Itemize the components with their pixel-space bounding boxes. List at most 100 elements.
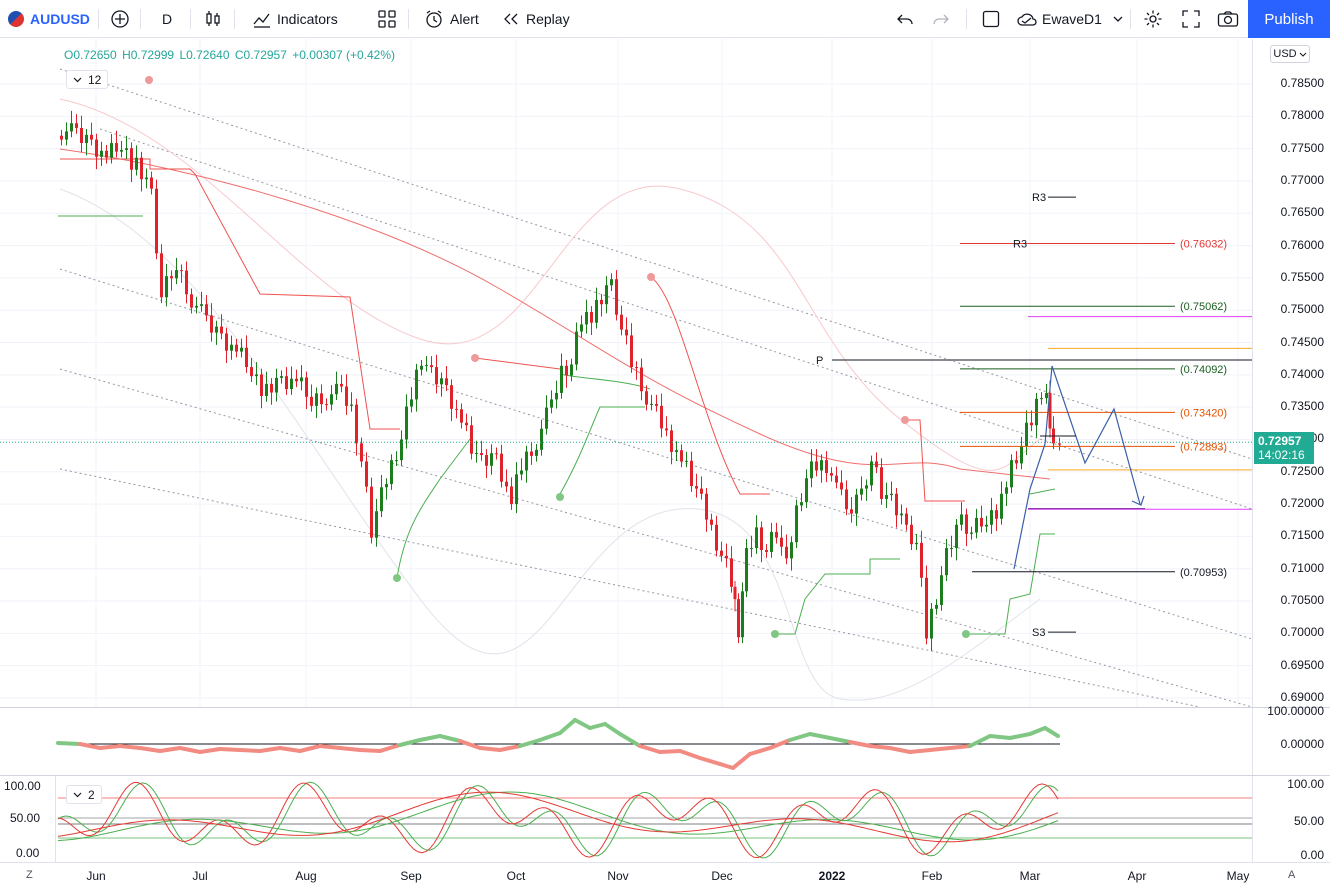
supertrend-up (559, 406, 645, 495)
price-axis[interactable]: 0.78500 0.78000 0.77500 0.77000 0.76500 0.760… (1252, 39, 1330, 707)
candle (160, 253, 163, 298)
time-axis-label: Apr (1127, 869, 1147, 883)
time-axis-label: Dec (711, 869, 733, 883)
undo-button[interactable] (896, 0, 914, 38)
symbol-search[interactable]: AUDUSD (8, 0, 90, 38)
candle (235, 344, 238, 352)
price-axis-label: 0.76500 (1280, 205, 1324, 220)
candle (550, 399, 553, 408)
pane-separator[interactable] (0, 707, 1330, 708)
price-axis-label: 0.74500 (1280, 334, 1324, 349)
redo-button[interactable] (932, 0, 950, 38)
oscillator-line (278, 746, 302, 753)
zoom-corner-button[interactable]: Z (26, 869, 33, 881)
price-axis-label: 0.70000 (1280, 625, 1324, 640)
indicators-legend-toggle[interactable]: 12 (66, 70, 109, 89)
oscillator-pane-1[interactable] (0, 708, 1252, 775)
templates-button[interactable] (378, 0, 396, 38)
settings-button[interactable] (1143, 0, 1163, 38)
signal-dot (393, 574, 401, 582)
candle (990, 510, 993, 525)
candle (220, 326, 223, 334)
oscillator-line (788, 732, 812, 742)
candle (800, 502, 803, 506)
channel-line (59, 268, 1252, 640)
level-label: (0.70953) (1180, 567, 1227, 579)
time-axis[interactable]: Z A Jun Jul Aug Sep Oct Nov Dec 2022 Feb Mar Apr Ma… (0, 862, 1330, 889)
time-axis-label: Sep (400, 869, 422, 883)
currency-button[interactable]: USD (1270, 45, 1310, 63)
oscillator-line (298, 744, 322, 753)
fullscreen-selection-button[interactable] (982, 0, 1000, 38)
candle (260, 374, 263, 396)
candle (140, 157, 143, 180)
candle (570, 364, 573, 376)
oscillator-line (638, 744, 662, 754)
replay-button[interactable]: Replay (502, 0, 570, 38)
candle (835, 475, 838, 483)
candle (95, 139, 98, 157)
indicators-label: Indicators (277, 11, 338, 27)
candle (85, 134, 88, 144)
interval-button[interactable]: D (162, 0, 172, 38)
oscillator-line (398, 738, 422, 747)
chart-type-button[interactable] (204, 0, 222, 38)
main-chart-pane[interactable]: R3 R3 P S3 (0.76032) (0.75062) (0.74092) (0.734… (0, 39, 1252, 707)
candle (815, 461, 818, 471)
oscillator-line (138, 746, 162, 753)
candle (175, 270, 178, 279)
auto-scale-button[interactable]: A (1288, 869, 1296, 881)
chevron-down-icon (73, 792, 82, 798)
candle (675, 450, 678, 452)
alert-button[interactable]: Alert (424, 0, 479, 38)
oscillator-legend-toggle[interactable]: 2 (66, 785, 102, 804)
candle (375, 511, 378, 538)
candle (345, 386, 348, 406)
oscillator-1-axis[interactable]: 100.00000 0.00000 (1252, 704, 1330, 775)
candle (435, 367, 438, 385)
oscillator-pane-2[interactable] (0, 776, 1252, 862)
candle (380, 487, 383, 512)
axis-label: 0.00000 (1280, 737, 1324, 751)
fullscreen-icon (1182, 10, 1200, 28)
candle (540, 428, 543, 450)
price-axis-label: 0.72500 (1280, 463, 1324, 478)
axis-label: 0.00 (1300, 848, 1324, 862)
rewind-icon (504, 13, 518, 25)
oscillator-line (358, 748, 382, 753)
fullscreen-button[interactable] (1182, 0, 1200, 38)
candle (325, 404, 328, 406)
price-chart[interactable]: R3 R3 P S3 (0.76032) (0.75062) (0.74092) (0.734… (0, 39, 1252, 707)
oscillator-line (603, 722, 622, 736)
oscillator-line (948, 744, 972, 750)
candle (460, 409, 463, 423)
price-axis-label: 0.74000 (1280, 366, 1324, 381)
candle (750, 548, 753, 550)
oscillator-line (988, 734, 1012, 740)
oscillator-2-axis[interactable]: 100.00 50.00 0.00 (1252, 776, 1330, 862)
candle (970, 532, 973, 534)
oscillator-1-chart[interactable] (0, 708, 1252, 775)
oscillator-line (418, 734, 442, 742)
level-label: (0.72893) (1180, 441, 1227, 453)
time-axis-label: Jul (192, 869, 208, 883)
oscillator-2-chart[interactable] (0, 776, 1252, 862)
candle (100, 150, 103, 157)
indicators-button[interactable]: Indicators (252, 0, 338, 38)
undo-icon (897, 14, 913, 25)
pane-separator[interactable] (0, 775, 1330, 776)
snapshot-button[interactable] (1217, 0, 1239, 38)
candle (205, 304, 208, 316)
oscillator-line (658, 749, 682, 754)
bar-countdown: 14:02:16 (1258, 448, 1305, 462)
open-value: O0.72650 (64, 48, 117, 62)
level-label: (0.75062) (1180, 301, 1227, 313)
layout-button[interactable]: EwaveD1 (1016, 0, 1124, 38)
level-label: (0.73420) (1180, 407, 1227, 419)
candle (415, 369, 418, 400)
candle (520, 470, 523, 475)
candle (500, 453, 503, 482)
publish-button[interactable]: Publish (1248, 0, 1330, 38)
candle (775, 531, 778, 538)
compare-button[interactable] (110, 0, 130, 38)
